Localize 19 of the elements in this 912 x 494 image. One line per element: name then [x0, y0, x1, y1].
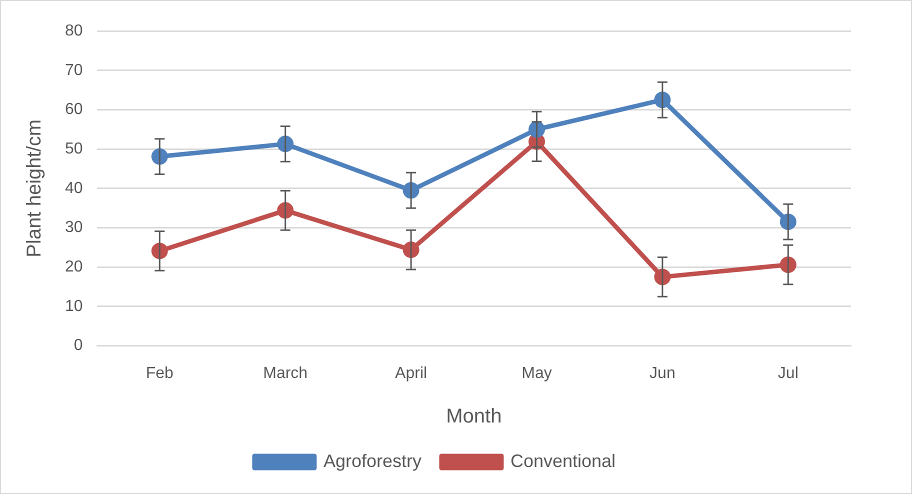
y-tick-label: 10 — [65, 298, 83, 315]
x-tick-label: May — [522, 364, 552, 382]
y-tick-label: 0 — [74, 337, 83, 354]
x-axis-title: Month — [446, 406, 502, 428]
y-tick-label: 50 — [65, 140, 83, 158]
y-tick-label: 20 — [65, 258, 83, 276]
x-tick-label: Jul — [778, 364, 798, 382]
y-axis-title: Plant height/cm — [24, 119, 46, 258]
y-tick-label: 30 — [65, 219, 83, 236]
y-tick-label: 40 — [65, 180, 83, 197]
y-tick-label: 70 — [65, 62, 83, 79]
legend-label: Agroforestry — [323, 450, 422, 471]
y-tick-label: 60 — [65, 101, 83, 118]
x-tick-label: April — [395, 364, 428, 382]
x-tick-label: Feb — [146, 364, 174, 382]
y-tick-label: 80 — [65, 22, 83, 40]
legend-label: Conventional — [510, 450, 616, 471]
x-tick-label: March — [263, 364, 308, 382]
x-tick-label: Jun — [650, 364, 676, 382]
